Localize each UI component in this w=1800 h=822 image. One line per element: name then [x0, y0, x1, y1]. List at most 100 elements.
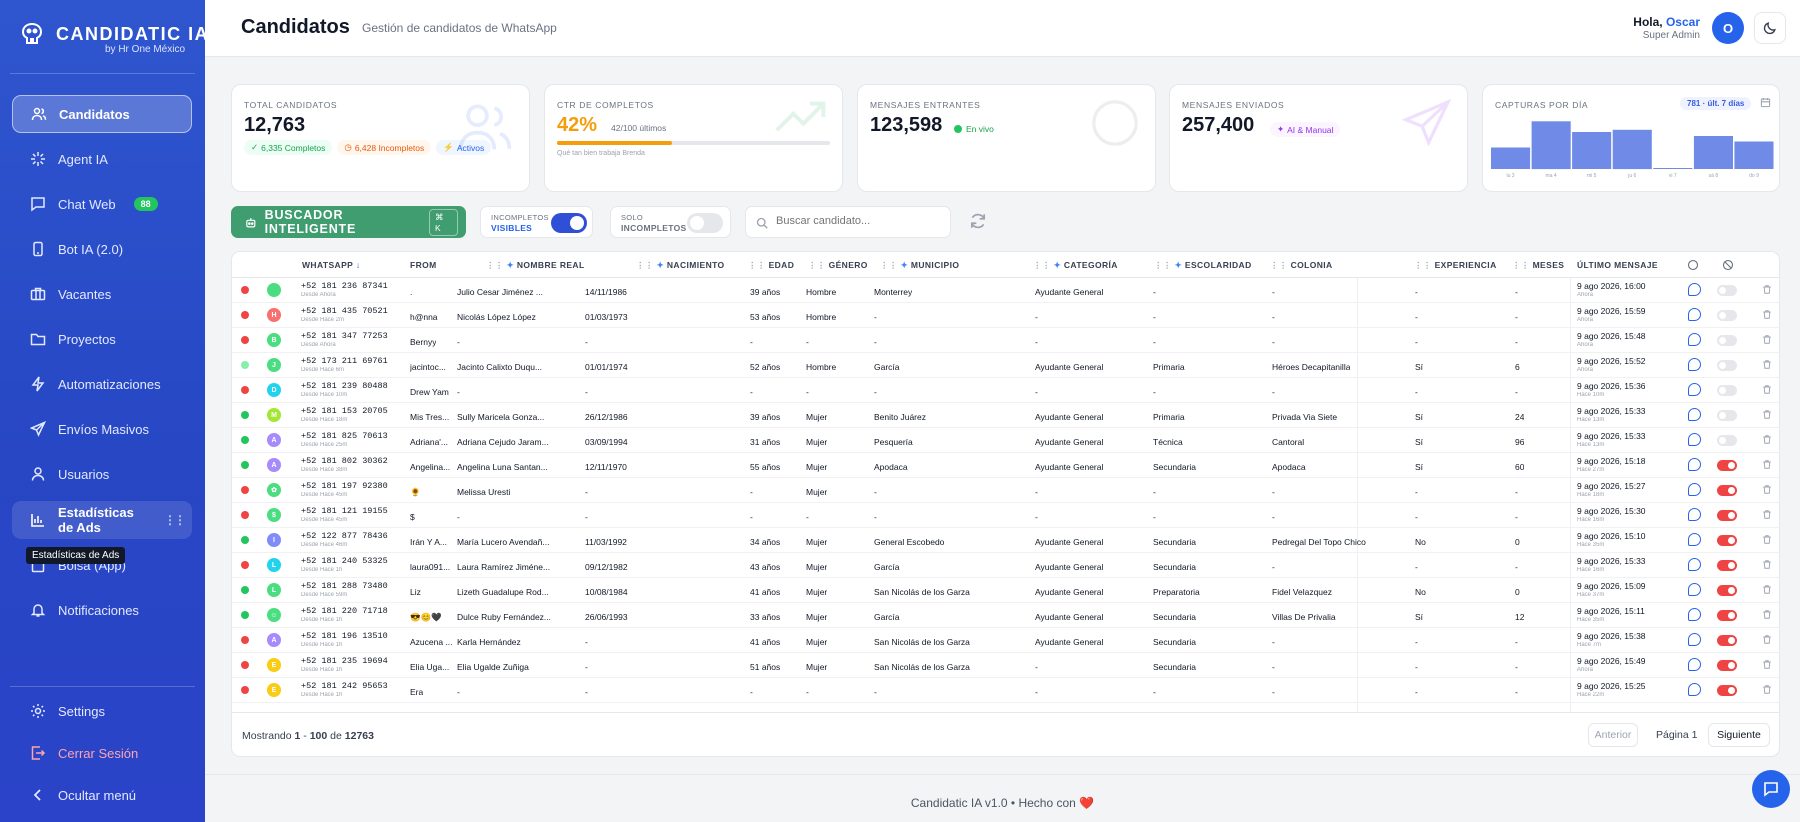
- trash-icon[interactable]: [1762, 609, 1772, 622]
- bot-toggle-on[interactable]: [1717, 460, 1737, 471]
- trash-icon[interactable]: [1762, 384, 1772, 397]
- col-municipio[interactable]: ⋮⋮ ✦ MUNICIPIO: [880, 260, 959, 271]
- open-chat-icon[interactable]: [1688, 433, 1701, 446]
- table-row[interactable]: B +52 181 347 77253 Desde Ahora Bernyy - - - - -…: [232, 328, 1779, 353]
- open-chat-icon[interactable]: [1688, 383, 1701, 396]
- open-chat-icon[interactable]: [1688, 608, 1701, 621]
- open-chat-icon[interactable]: [1688, 558, 1701, 571]
- bot-toggle-off[interactable]: [1717, 385, 1737, 396]
- trash-icon[interactable]: [1762, 684, 1772, 697]
- phone-number[interactable]: +52 181 347 77253: [301, 331, 388, 341]
- trash-icon[interactable]: [1762, 634, 1772, 647]
- toggle-switch-on[interactable]: [551, 213, 587, 233]
- phone-number[interactable]: +52 122 877 78436: [301, 531, 388, 541]
- sidebar-item-envios-masivos[interactable]: Envíos Masivos: [12, 410, 192, 448]
- col-genero[interactable]: ⋮⋮ GÉNERO: [808, 260, 868, 271]
- phone-number[interactable]: +52 181 197 92380: [301, 481, 388, 491]
- bot-toggle-on[interactable]: [1717, 535, 1737, 546]
- phone-number[interactable]: +52 181 288 73480: [301, 581, 388, 591]
- drag-handle-icon[interactable]: ⋮⋮: [164, 513, 186, 527]
- trash-icon[interactable]: [1762, 534, 1772, 547]
- incomplete-visible-toggle[interactable]: INCOMPLETOS VISIBLES: [480, 206, 593, 238]
- sidebar-item-usuarios[interactable]: Usuarios: [12, 455, 192, 493]
- table-row[interactable]: L +52 181 288 73480 Desde Hace 59m Liz Lizet…: [232, 578, 1779, 603]
- table-row[interactable]: J +52 173 211 69761 Desde Hace 6m jacintoc.…: [232, 353, 1779, 378]
- open-chat-icon[interactable]: [1688, 283, 1701, 296]
- toggle-switch-off[interactable]: [687, 213, 723, 233]
- trash-icon[interactable]: [1762, 309, 1772, 322]
- table-row[interactable]: $ +52 181 121 19155 Desde Hace 45m $ - - - - - - -…: [232, 503, 1779, 528]
- settings-button[interactable]: Settings: [12, 692, 192, 730]
- phone-number[interactable]: +52 173 211 69761: [301, 356, 388, 366]
- bot-toggle-on[interactable]: [1717, 660, 1737, 671]
- col-escolaridad[interactable]: ⋮⋮ ✦ ESCOLARIDAD: [1154, 260, 1252, 271]
- open-chat-icon[interactable]: [1688, 358, 1701, 371]
- col-edad[interactable]: ⋮⋮ EDAD: [748, 260, 794, 271]
- col-nombre-real[interactable]: ⋮⋮ ✦ NOMBRE REAL: [486, 260, 585, 271]
- prev-page-button[interactable]: Anterior: [1588, 723, 1638, 747]
- sidebar-item-vacantes[interactable]: Vacantes: [12, 275, 192, 313]
- col-from[interactable]: FROM: [410, 260, 437, 270]
- sidebar-item-proyectos[interactable]: Proyectos: [12, 320, 192, 358]
- col-categoria[interactable]: ⋮⋮ ✦ CATEGORÍA: [1033, 260, 1118, 271]
- trash-icon[interactable]: [1762, 409, 1772, 422]
- bot-toggle-on[interactable]: [1717, 635, 1737, 646]
- open-chat-icon[interactable]: [1688, 583, 1701, 596]
- col-nacimiento[interactable]: ⋮⋮ ✦ NACIMIENTO: [636, 260, 725, 271]
- trash-icon[interactable]: [1762, 484, 1772, 497]
- table-row[interactable]: M +52 181 153 20705 Desde Hace 18m Mis Tres…: [232, 403, 1779, 428]
- table-row[interactable]: A +52 181 825 70613 Desde Hace 25m Adriana'…: [232, 428, 1779, 453]
- table-row[interactable]: I +52 122 877 78436 Desde Hace 46m Irán Y A…: [232, 528, 1779, 553]
- complete-pill[interactable]: ✓ 6,335 Completos: [244, 140, 333, 155]
- bot-toggle-off[interactable]: [1717, 310, 1737, 321]
- table-row[interactable]: D +52 181 239 80488 Desde Hace 10m Drew Yam…: [232, 378, 1779, 403]
- active-pill[interactable]: ⚡ Activos: [436, 140, 492, 155]
- trash-icon[interactable]: [1762, 434, 1772, 447]
- open-chat-icon[interactable]: [1688, 508, 1701, 521]
- trash-icon[interactable]: [1762, 334, 1772, 347]
- bot-toggle-on[interactable]: [1717, 685, 1737, 696]
- sidebar-item-notificaciones[interactable]: Notificaciones: [12, 591, 192, 629]
- phone-number[interactable]: +52 181 240 53325: [301, 556, 388, 566]
- next-page-button[interactable]: Siguiente: [1708, 723, 1770, 747]
- table-row[interactable]: A +52 181 802 30362 Desde Hace 38m Angelina…: [232, 453, 1779, 478]
- sidebar-item-estadisticas-ads[interactable]: Estadísticas de Ads ⋮⋮: [12, 501, 192, 539]
- sidebar-item-candidatos[interactable]: Candidatos: [12, 95, 192, 133]
- trash-icon[interactable]: [1762, 584, 1772, 597]
- phone-number[interactable]: +52 181 239 80488: [301, 381, 388, 391]
- col-ultimo-mensaje[interactable]: ÚLTIMO MENSAJE: [1577, 260, 1659, 270]
- open-chat-icon[interactable]: [1688, 533, 1701, 546]
- bot-toggle-on[interactable]: [1717, 585, 1737, 596]
- bot-toggle-on[interactable]: [1717, 560, 1737, 571]
- bot-toggle-off[interactable]: [1717, 410, 1737, 421]
- phone-number[interactable]: +52 181 121 19155: [301, 506, 388, 516]
- bot-toggle-off[interactable]: [1717, 285, 1737, 296]
- smart-search-button[interactable]: BUSCADOR INTELIGENTE ⌘ K: [231, 206, 466, 238]
- table-row[interactable]: E +52 181 235 19694 Desde Hace 1h Elia Uga.…: [232, 653, 1779, 678]
- col-experiencia[interactable]: ⋮⋮ EXPERIENCIA: [1414, 260, 1497, 271]
- hide-menu-button[interactable]: Ocultar menú: [12, 776, 192, 814]
- sidebar-item-agent-ia[interactable]: Agent IA: [12, 140, 192, 178]
- table-row[interactable]: +52 181 236 87341 Desde Ahora. Julio Cesar…: [232, 278, 1779, 303]
- sidebar-item-bot-ia[interactable]: Bot IA (2.0): [12, 230, 192, 268]
- trash-icon[interactable]: [1762, 509, 1772, 522]
- open-chat-icon[interactable]: [1688, 633, 1701, 646]
- bot-toggle-off[interactable]: [1717, 435, 1737, 446]
- phone-number[interactable]: +52 181 196 13510: [301, 631, 388, 641]
- open-chat-icon[interactable]: [1688, 683, 1701, 696]
- open-chat-icon[interactable]: [1688, 333, 1701, 346]
- table-row[interactable]: L +52 181 240 53325 Desde Hace 1h laura091.…: [232, 553, 1779, 578]
- bot-toggle-off[interactable]: [1717, 335, 1737, 346]
- open-chat-icon[interactable]: [1688, 483, 1701, 496]
- refresh-icon[interactable]: [969, 212, 987, 230]
- bot-toggle-on[interactable]: [1717, 485, 1737, 496]
- phone-number[interactable]: +52 181 236 87341: [301, 281, 388, 291]
- open-chat-icon[interactable]: [1688, 658, 1701, 671]
- table-row[interactable]: E +52 181 242 95653 Desde Hace 1h Era - - - - - -…: [232, 678, 1779, 703]
- sidebar-item-chat-web[interactable]: Chat Web 88: [12, 185, 192, 223]
- open-chat-icon[interactable]: [1688, 408, 1701, 421]
- search-input[interactable]: [776, 215, 944, 227]
- only-incomplete-toggle[interactable]: SOLO INCOMPLETOS: [610, 206, 731, 238]
- col-meses[interactable]: ⋮⋮ MESES: [1512, 260, 1564, 271]
- open-chat-icon[interactable]: [1688, 308, 1701, 321]
